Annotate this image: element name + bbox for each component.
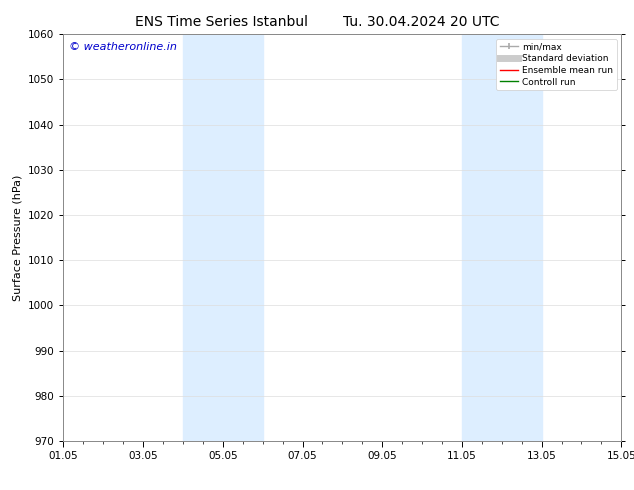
Text: ENS Time Series Istanbul        Tu. 30.04.2024 20 UTC: ENS Time Series Istanbul Tu. 30.04.2024 … (135, 15, 499, 29)
Bar (183, 34, 262, 441)
Bar (462, 34, 541, 441)
Y-axis label: Surface Pressure (hPa): Surface Pressure (hPa) (13, 174, 23, 301)
Text: © weatheronline.in: © weatheronline.in (69, 43, 177, 52)
Legend: min/max, Standard deviation, Ensemble mean run, Controll run: min/max, Standard deviation, Ensemble me… (496, 39, 617, 90)
